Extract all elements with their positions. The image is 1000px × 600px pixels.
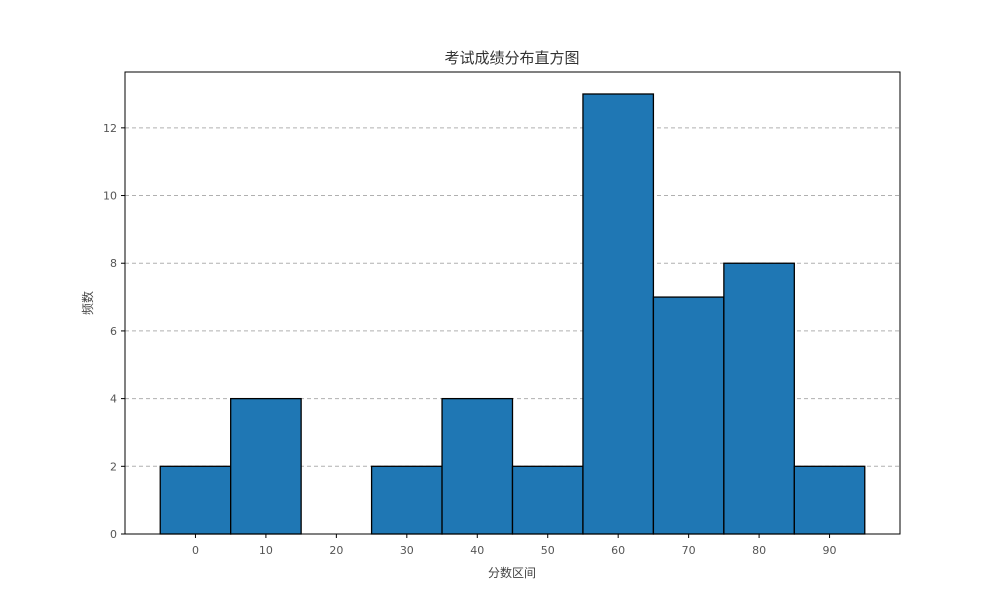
- ticks-layer: 0 2 4 6 8 10 12 0 10 20 30 40 50 60 70 80 90: [103, 122, 837, 557]
- histogram-bar: [511, 465, 584, 535]
- bars-layer: [159, 93, 866, 535]
- histogram-bar: [230, 397, 302, 535]
- histogram-bar: [582, 93, 655, 535]
- histogram-bar: [793, 465, 866, 535]
- x-tick-label: 20: [329, 544, 343, 557]
- x-axis-label: 分数区间: [488, 565, 536, 580]
- y-tick-label: 4: [110, 393, 117, 406]
- x-tick-label: 30: [400, 544, 414, 557]
- x-tick-label: 90: [823, 544, 837, 557]
- y-tick-label: 2: [110, 460, 117, 473]
- x-tick-label: 40: [470, 544, 484, 557]
- chart-title: 考试成绩分布直方图: [444, 49, 579, 67]
- plot-frame: [124, 71, 901, 535]
- x-tick-label: 80: [752, 544, 766, 557]
- histogram-bar: [723, 262, 795, 535]
- y-tick-label: 8: [110, 257, 117, 270]
- y-tick-label: 10: [103, 190, 117, 203]
- histogram-bar: [652, 296, 725, 535]
- y-tick-label: 12: [103, 122, 117, 135]
- x-tick-label: 10: [259, 544, 273, 557]
- y-tick-label: 0: [110, 528, 117, 541]
- histogram-bar: [370, 465, 443, 535]
- histogram-bar: [159, 465, 232, 535]
- x-tick-label: 60: [611, 544, 625, 557]
- y-axis-label: 频数: [80, 291, 95, 315]
- x-tick-label: 0: [192, 544, 199, 557]
- x-tick-label: 70: [682, 544, 696, 557]
- x-tick-label: 50: [541, 544, 555, 557]
- y-tick-label: 6: [110, 325, 117, 338]
- histogram-bar: [441, 397, 514, 535]
